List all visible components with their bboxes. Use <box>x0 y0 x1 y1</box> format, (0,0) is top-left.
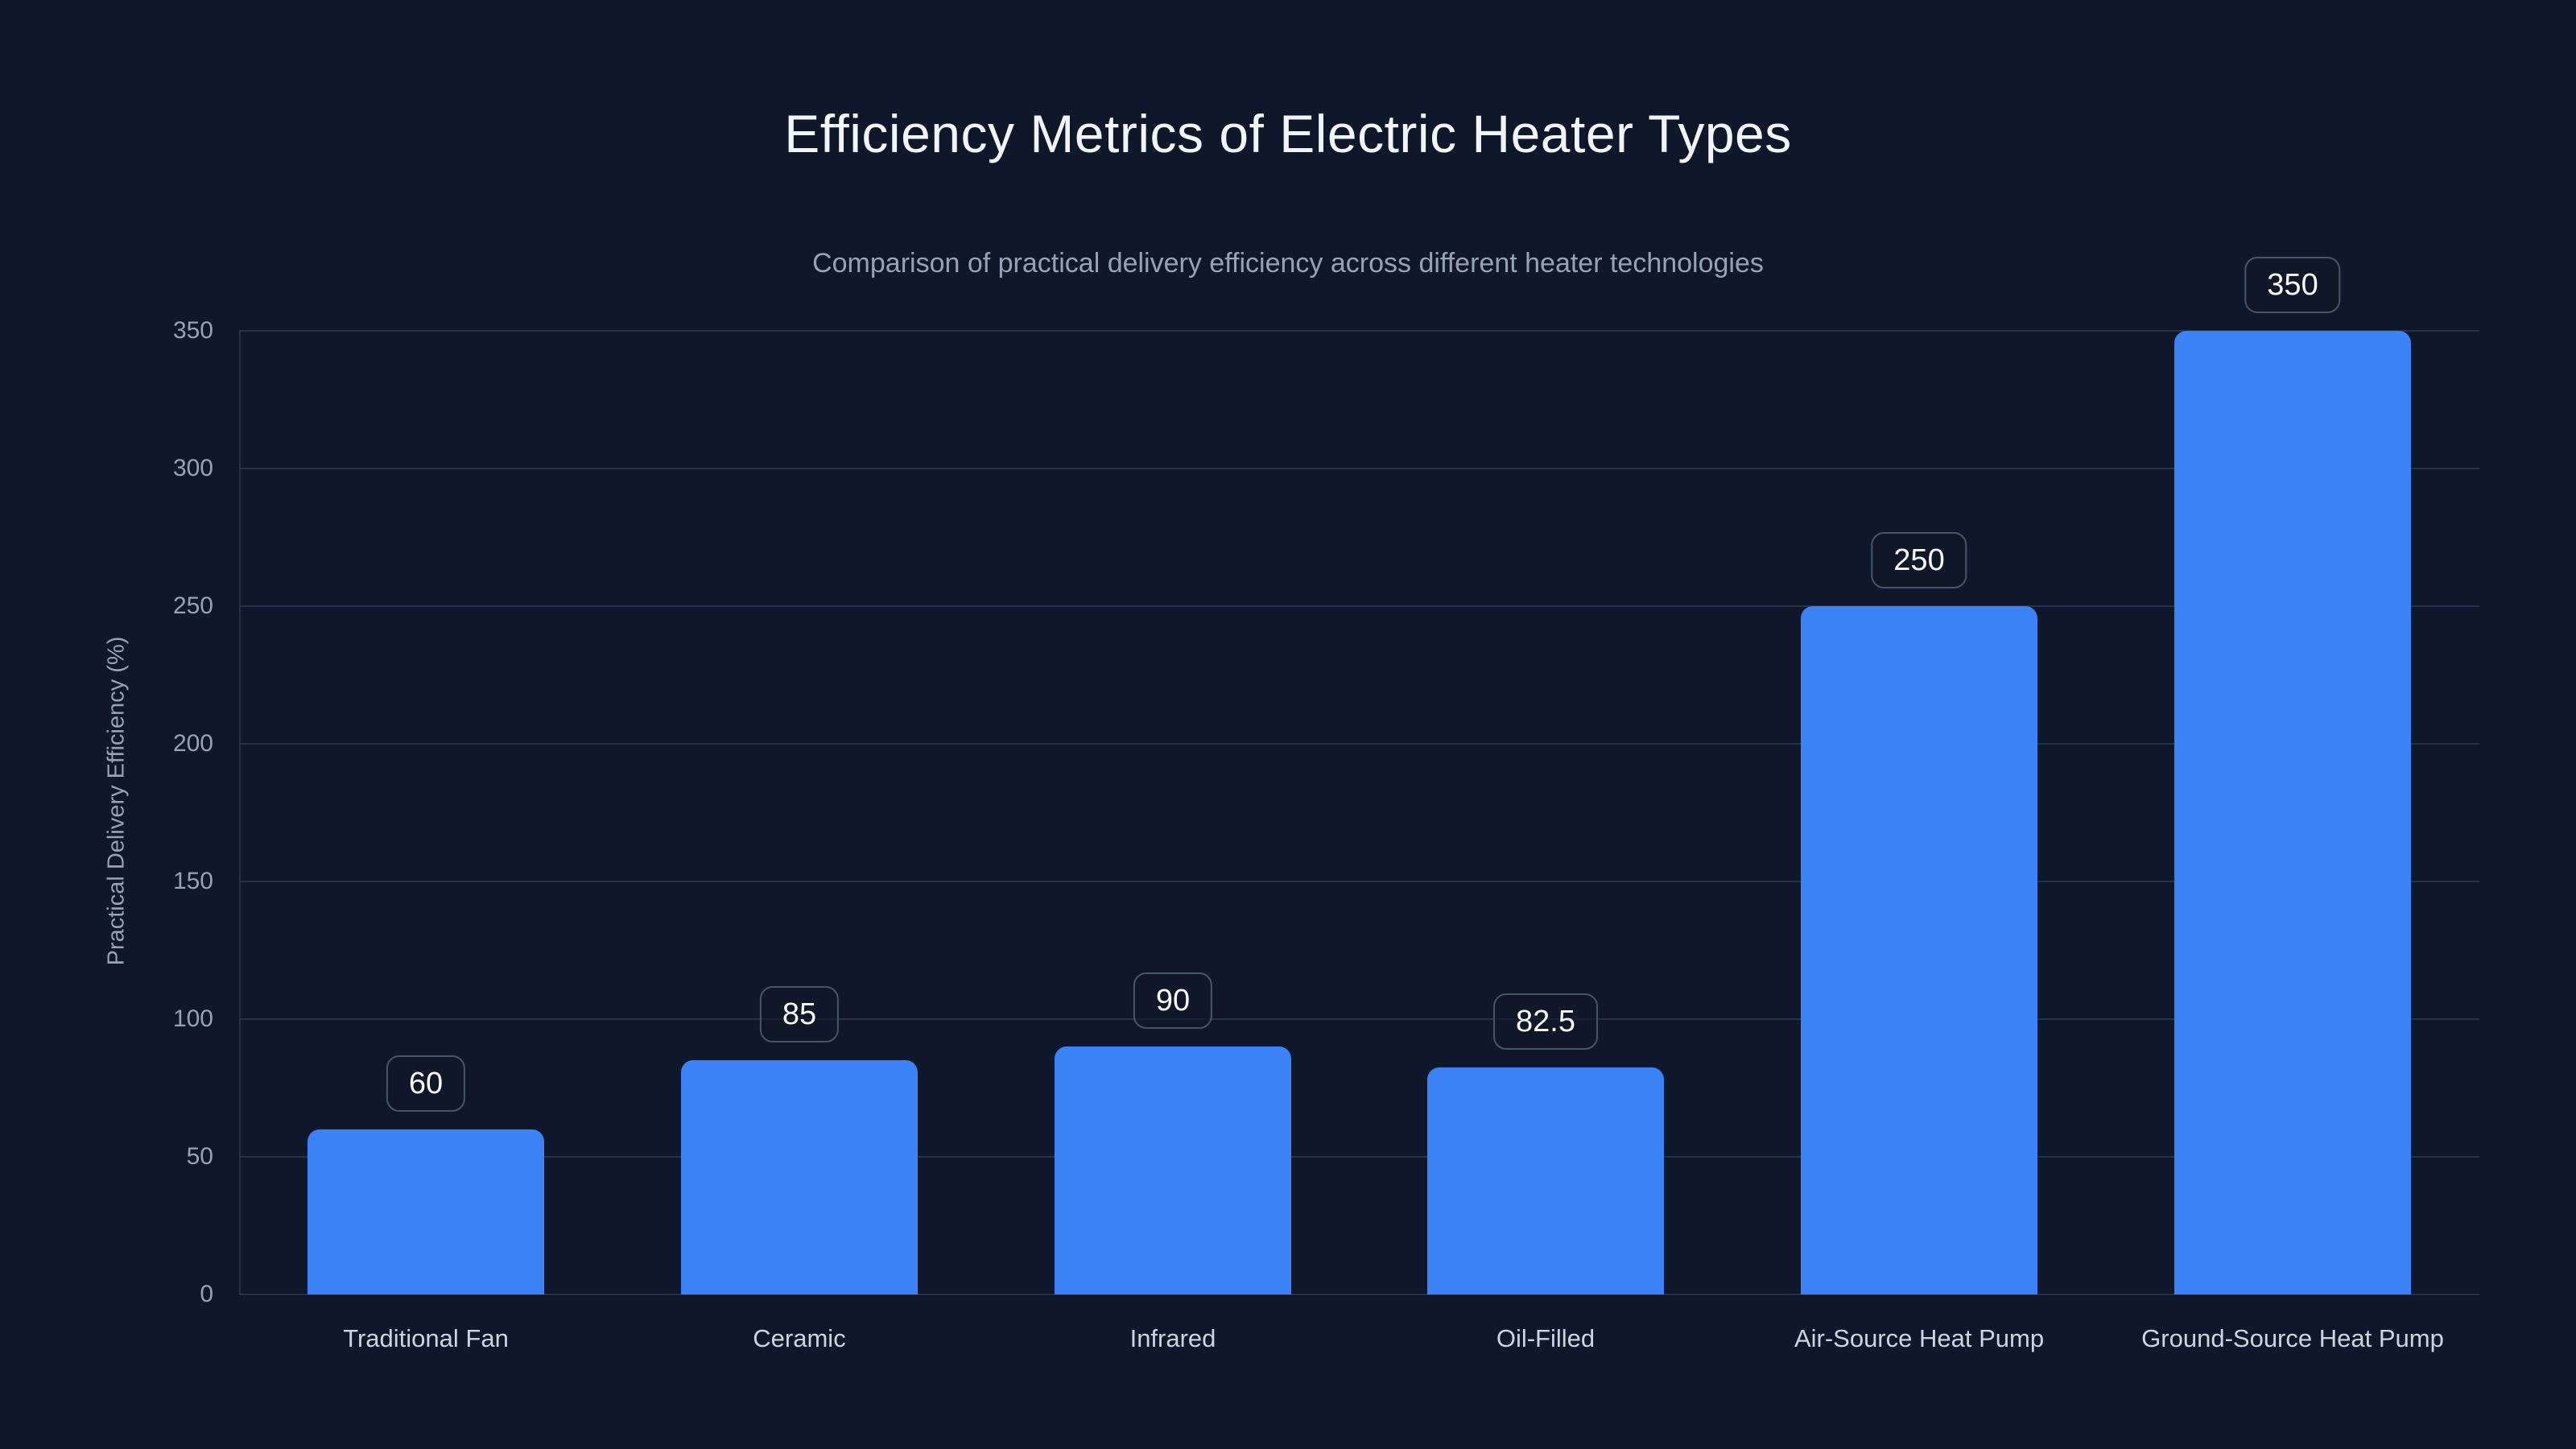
y-tick-label-250: 250 <box>172 592 213 619</box>
y-tick-label-300: 300 <box>172 455 213 481</box>
y-tick-label-200: 200 <box>172 730 213 757</box>
value-badge-ground-source-heat-pump: 350 <box>2244 257 2341 313</box>
y-tick-label-150: 150 <box>172 868 213 894</box>
bar-ceramic[interactable] <box>681 1060 918 1294</box>
category-label-air-source-heat-pump: Air-Source Heat Pump <box>1794 1324 2045 1352</box>
gridline-y-100 <box>239 1018 2479 1020</box>
y-axis-line <box>239 331 241 1294</box>
y-tick-label-100: 100 <box>172 1005 213 1032</box>
y-tick-label-50: 50 <box>186 1143 213 1170</box>
value-badge-oil-filled: 82.5 <box>1493 993 1598 1050</box>
y-axis-label: Practical Delivery Efficiency (%) <box>103 636 130 966</box>
value-badge-air-source-heat-pump: 250 <box>1871 532 1967 588</box>
y-tick-label-350: 350 <box>172 317 213 344</box>
gridline-y-150 <box>239 881 2479 882</box>
gridline-y-350 <box>239 330 2479 332</box>
gridline-y-200 <box>239 743 2479 745</box>
bar-oil-filled[interactable] <box>1427 1067 1664 1294</box>
gridline-y-250 <box>239 605 2479 607</box>
gridline-y-300 <box>239 468 2479 469</box>
bar-traditional-fan[interactable] <box>308 1129 544 1294</box>
chart-title: Efficiency Metrics of Electric Heater Ty… <box>784 104 1792 163</box>
gridline-y-50 <box>239 1156 2479 1158</box>
value-badge-traditional-fan: 60 <box>386 1055 466 1112</box>
category-label-ceramic: Ceramic <box>753 1324 846 1352</box>
value-badge-ceramic: 85 <box>759 986 840 1042</box>
category-label-infrared: Infrared <box>1129 1324 1216 1352</box>
value-badge-infrared: 90 <box>1133 972 1213 1029</box>
category-label-ground-source-heat-pump: Ground-Source Heat Pump <box>2141 1324 2444 1352</box>
y-tick-label-0: 0 <box>200 1281 213 1307</box>
category-label-traditional-fan: Traditional Fan <box>343 1324 509 1352</box>
bar-infrared[interactable] <box>1055 1046 1291 1294</box>
gridline-y-0 <box>239 1294 2479 1295</box>
bar-ground-source-heat-pump[interactable] <box>2174 331 2411 1294</box>
category-label-oil-filled: Oil-Filled <box>1496 1324 1596 1352</box>
chart-subtitle: Comparison of practical delivery efficie… <box>812 248 1764 279</box>
bar-air-source-heat-pump[interactable] <box>1801 606 2037 1294</box>
